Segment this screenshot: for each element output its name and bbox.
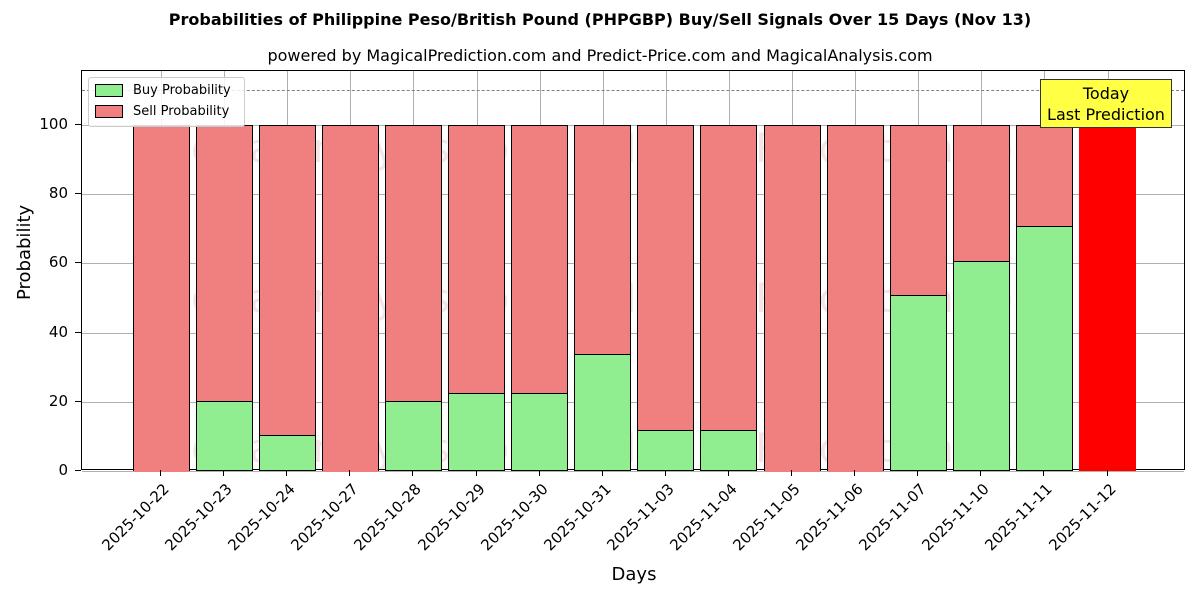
sell-segment [322,126,378,472]
legend-item-buy: Buy Probability [95,83,231,98]
grid-line-horizontal [82,332,1184,334]
sell-swatch-icon [95,105,123,118]
x-tick-mark [223,470,225,476]
bar-2025-11-11 [1015,125,1073,471]
buy-segment [196,400,252,470]
today-annotation: Today Last Prediction [1040,79,1172,128]
bar-2025-10-29 [448,125,505,471]
x-tick-mark [160,470,161,476]
x-axis-label: Days [611,564,657,585]
sell-segment [764,126,820,472]
bar-2025-11-12 [1079,125,1136,471]
legend-buy-label: Buy Probability [133,83,231,98]
bar-2025-10-28 [384,125,442,471]
y-tick-mark [75,262,81,264]
sell-segment [701,126,757,433]
x-tick-mark [1043,470,1045,476]
sell-segment [512,126,568,396]
legend-sell-label: Sell Probability [133,104,230,119]
bar-2025-10-22 [132,125,190,472]
x-tick-mark [854,470,856,476]
buy-segment [449,393,504,470]
bar-2025-10-23 [195,125,253,471]
sell-segment [259,126,315,438]
today-label: Today [1082,84,1130,103]
y-tick-label: 100 [39,115,68,133]
y-tick-label: 0 [58,461,68,479]
bar-2025-11-10 [952,125,1010,471]
y-axis-label: Probability [14,204,35,300]
plot-area: MagicalAnalysis.comMagicalPrediction.com… [81,70,1185,472]
y-tick-mark [75,400,81,402]
buy-segment [701,430,757,470]
buy-swatch-icon [95,84,123,97]
grid-line-horizontal [82,471,1184,472]
y-tick-mark [75,193,81,195]
sell-segment [638,126,694,433]
x-tick-mark [791,470,792,476]
grid-line-horizontal [82,401,1184,403]
x-tick-mark [601,470,603,476]
buy-segment [385,400,441,470]
buy-segment [953,261,1009,470]
sell-segment [449,126,504,396]
bar-2025-10-27 [321,125,379,472]
last-prediction-label: Last Prediction [1047,105,1165,124]
buy-segment [638,430,694,470]
y-tick-mark [75,124,81,125]
sell-segment [196,126,252,403]
sell-segment [385,126,441,403]
x-tick-mark [1106,470,1108,476]
x-tick-mark [727,470,729,476]
y-tick-label: 60 [48,253,68,272]
chart-title: Probabilities of Philippine Peso/British… [168,10,1032,29]
x-tick-mark [980,470,982,476]
buy-segment [259,435,315,470]
x-tick-mark [286,470,288,476]
y-tick-label: 80 [48,184,68,203]
sell-segment [953,126,1009,264]
buy-segment [890,295,946,470]
bar-2025-11-05 [763,125,821,472]
x-tick-mark [412,470,414,476]
buy-segment [1016,226,1072,470]
bar-2025-11-06 [826,125,884,472]
x-tick-mark [664,470,666,476]
reference-line [82,90,1184,92]
sell-segment [1016,126,1072,229]
bar-2025-11-07 [889,125,947,471]
bar-2025-10-24 [258,125,316,471]
legend: Buy Probability Sell Probability [88,77,245,127]
sell-segment [890,126,946,298]
x-tick-mark [538,470,540,476]
y-tick-mark [75,470,81,471]
buy-segment [575,354,631,470]
bar-2025-10-30 [511,125,569,471]
x-tick-mark [475,470,477,476]
buy-segment [512,393,568,470]
grid-line-horizontal [82,125,1184,126]
chart-subtitle: powered by MagicalPrediction.com and Pre… [267,46,933,65]
sell-segment [575,126,631,357]
x-tick-mark [349,470,351,476]
y-tick-label: 40 [48,322,68,341]
grid-line-horizontal [82,263,1184,265]
x-tick-mark [917,470,919,476]
grid-line-horizontal [82,194,1184,196]
bar-2025-11-03 [637,125,695,471]
bar-2025-10-31 [574,125,632,471]
bar-2025-11-04 [700,125,758,471]
sell-segment [133,126,189,472]
y-tick-mark [75,331,81,333]
y-tick-label: 20 [48,391,68,410]
sell-segment [827,126,883,472]
legend-item-sell: Sell Probability [95,104,229,119]
